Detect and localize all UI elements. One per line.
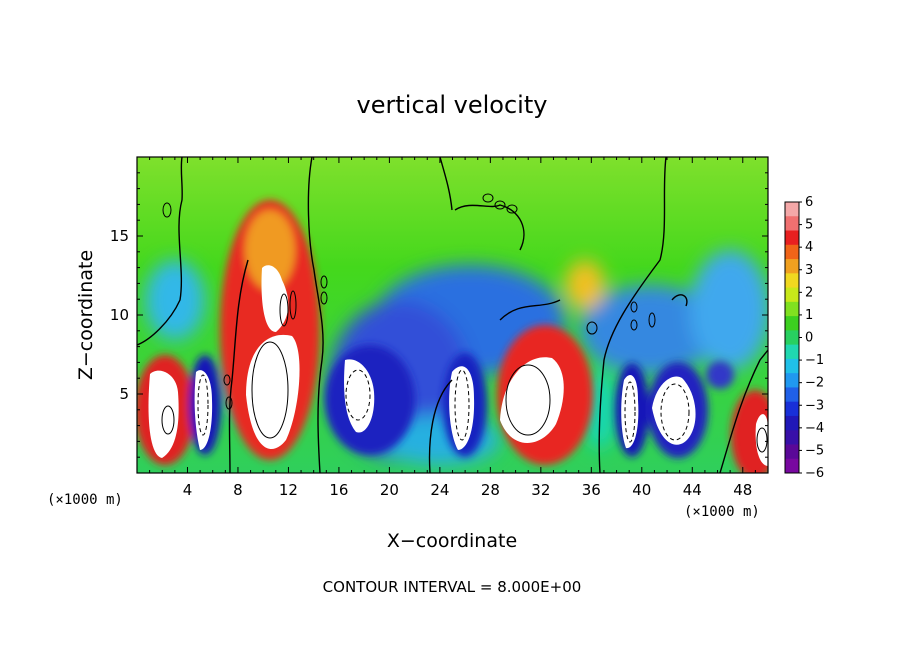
colorbar-swatch: [785, 415, 799, 431]
colorbar-swatch: [785, 358, 799, 374]
y-axis-label: Z−coordinate: [75, 250, 97, 380]
x-tick-label: 12: [279, 481, 298, 499]
x-unit-left: (×1000 m): [47, 492, 123, 508]
x-tick-label: 20: [380, 481, 399, 499]
colorbar-swatch: [785, 316, 799, 331]
colorbar-tick-label: −6: [805, 466, 824, 481]
colorbar-tick-label: −3: [805, 398, 824, 413]
velocity-field: [137, 157, 768, 473]
x-tick-label: 16: [329, 481, 348, 499]
colorbar-tick-label: 6: [805, 195, 813, 210]
colorbar-swatch: [785, 373, 799, 388]
x-tick-label: 4: [183, 481, 193, 499]
colorbar-swatch: [785, 344, 799, 360]
y-axis: 5 10 15: [110, 156, 768, 474]
y-tick-label: 15: [110, 227, 129, 245]
colorbar-swatch: [785, 202, 799, 217]
colorbar-swatch: [785, 230, 799, 246]
x-tick-label: 48: [733, 481, 752, 499]
colorbar-tick-label: 0: [805, 331, 813, 346]
colorbar-swatch: [785, 444, 799, 460]
x-tick-label: 40: [632, 481, 651, 499]
colorbar-tick-label: 2: [805, 285, 813, 300]
y-tick-label: 5: [119, 385, 129, 403]
colorbar-swatch: [785, 330, 799, 346]
colorbar-tick-label: 4: [805, 240, 813, 255]
x-tick-label: 44: [683, 481, 702, 499]
colorbar-swatch: [785, 273, 799, 289]
colorbar-swatch: [785, 244, 799, 260]
colorbar: 6 5 4 3 2 1 0 −1 −2 −3 −4 −5 −6: [784, 195, 824, 481]
x-tick-label: 32: [531, 481, 550, 499]
colorbar-tick-label: −4: [805, 421, 824, 436]
x-unit-right: (×1000 m): [684, 504, 760, 520]
colorbar-tick-label: 5: [805, 218, 813, 233]
x-tick-label: 24: [430, 481, 449, 499]
colorbar-swatch: [785, 458, 799, 474]
chart-title: vertical velocity: [357, 91, 548, 119]
x-tick-label: 8: [233, 481, 243, 499]
colorbar-swatch: [785, 401, 799, 417]
x-axis: 4 8 12 16 20 24 28 32 36 40 44 48: [136, 157, 769, 499]
x-tick-label: 36: [582, 481, 601, 499]
colorbar-tick-label: 1: [805, 308, 813, 323]
colorbar-swatch: [785, 301, 799, 317]
colorbar-tick-label: −5: [805, 443, 824, 458]
x-tick-label: 28: [481, 481, 500, 499]
contour-interval-note: CONTOUR INTERVAL = 8.000E+00: [323, 578, 582, 596]
x-axis-label: X−coordinate: [387, 530, 517, 552]
colorbar-swatch: [785, 430, 799, 445]
colorbar-swatch: [785, 216, 799, 232]
colorbar-swatch: [785, 259, 799, 274]
y-tick-label: 10: [110, 306, 129, 324]
colorbar-tick-label: −2: [805, 376, 824, 391]
colorbar-tick-label: 3: [805, 263, 813, 278]
colorbar-swatch: [785, 287, 799, 303]
colorbar-swatch: [785, 387, 799, 403]
colorbar-tick-label: −1: [805, 353, 824, 368]
